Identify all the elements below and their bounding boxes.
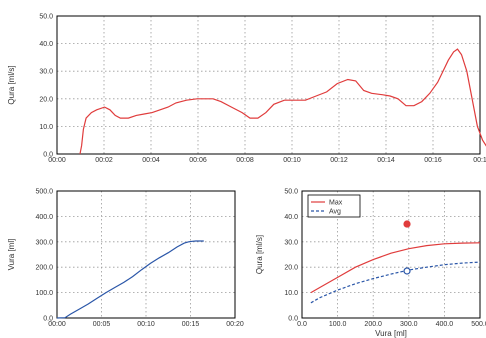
y-tick-label: 50.0 xyxy=(39,14,53,21)
y-tick-label: 20.0 xyxy=(39,96,53,103)
x-tick-label: 00:12 xyxy=(330,157,348,164)
y-tick-label: 400.0 xyxy=(35,214,53,221)
x-tick-label: 500.0 xyxy=(471,321,486,328)
y-tick-label: 30.0 xyxy=(39,69,53,76)
x-tick-label: 00:15 xyxy=(182,321,200,328)
x-tick-label: 400.0 xyxy=(436,321,454,328)
y-tick-label: 300.0 xyxy=(35,239,53,246)
x-tick-label: 00:05 xyxy=(93,321,111,328)
flow-volume-chart: 0.0 10.0 20.0 30.0 40.0 50.0 0.0 100.0 200.0 300.… xyxy=(255,189,486,338)
plot-frame xyxy=(56,15,481,155)
flow-time-chart: 0.0 10.0 20.0 30.0 40.0 50.0 00:00 00:02 00:04 00… xyxy=(7,14,486,164)
x-tick-label: 300.0 xyxy=(400,321,418,328)
x-tick-label: 200.0 xyxy=(364,321,382,328)
y-axis-title: Qura [ml/s] xyxy=(255,235,264,274)
x-tick-label: 00:06 xyxy=(189,157,207,164)
x-tick-label: 00:10 xyxy=(283,157,301,164)
plot-frame xyxy=(56,190,236,319)
avg-flow-point xyxy=(403,267,411,275)
series-line-max xyxy=(310,242,481,294)
x-tick-label: 0.0 xyxy=(297,321,307,328)
max-flow-point xyxy=(403,220,411,228)
x-tick-label: 00:14 xyxy=(377,157,395,164)
x-tick-label: 00:00 xyxy=(48,321,66,328)
plot-frame xyxy=(301,190,481,319)
x-tick-label: 00:08 xyxy=(236,157,254,164)
y-tick-label: 100.0 xyxy=(35,290,53,297)
y-axis-title: Qura [ml/s] xyxy=(7,65,16,104)
y-tick-label: 10.0 xyxy=(284,290,298,297)
series-line-avg xyxy=(310,261,481,304)
series-line-0 xyxy=(79,48,486,155)
x-tick-label: 00:10 xyxy=(137,321,155,328)
x-tick-label: 00:04 xyxy=(142,157,160,164)
y-tick-label: 0.0 xyxy=(43,152,53,159)
y-tick-label: 50.0 xyxy=(284,189,298,196)
y-tick-label: 40.0 xyxy=(284,214,298,221)
x-tick-label: 00:1 xyxy=(473,157,486,164)
volume-time-chart: 0.0 100.0 200.0 300.0 400.0 500.0 00:00 00:05 00… xyxy=(7,189,244,329)
y-tick-label: 0.0 xyxy=(288,316,298,323)
x-tick-label: 100.0 xyxy=(329,321,347,328)
y-tick-label: 20.0 xyxy=(284,265,298,272)
y-tick-label: 10.0 xyxy=(39,124,53,131)
x-axis-title: Vura [ml] xyxy=(375,329,407,338)
x-tick-label: 00:02 xyxy=(95,157,113,164)
y-tick-label: 40.0 xyxy=(39,41,53,48)
legend-label-max: Max xyxy=(329,200,343,207)
series-line-0 xyxy=(56,240,204,319)
legend-label-avg: Avg xyxy=(329,209,341,216)
y-tick-label: 500.0 xyxy=(35,189,53,196)
y-tick-label: 30.0 xyxy=(284,239,298,246)
y-axis-title: Vura [ml] xyxy=(7,239,16,271)
y-tick-label: 0.0 xyxy=(43,316,53,323)
x-tick-label: 00:16 xyxy=(424,157,442,164)
y-tick-label: 200.0 xyxy=(35,265,53,272)
x-tick-label: 00:00 xyxy=(48,157,66,164)
x-tick-label: 00:20 xyxy=(226,321,244,328)
